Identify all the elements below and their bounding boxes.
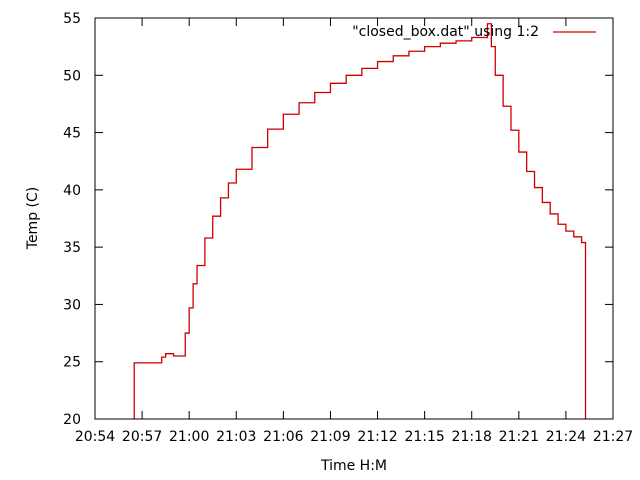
y-tick-label: 50 bbox=[63, 68, 81, 84]
x-tick-label: 20:57 bbox=[122, 429, 162, 445]
y-axis-label: Temp (C) bbox=[25, 187, 41, 250]
x-tick-label: 21:09 bbox=[310, 429, 350, 445]
x-axis-label: Time H:M bbox=[320, 458, 387, 474]
y-tick-label: 20 bbox=[63, 412, 81, 428]
x-tick-label: 21:18 bbox=[452, 429, 492, 445]
x-tick-label: 21:06 bbox=[263, 429, 303, 445]
ticks bbox=[94, 17, 614, 420]
x-tick-label: 21:21 bbox=[499, 429, 539, 445]
x-tick-label: 20:54 bbox=[75, 429, 115, 445]
x-tick-labels: 20:54 20:57 21:00 21:03 21:06 21:09 21:12 21:15… bbox=[75, 429, 633, 445]
y-tick-label: 35 bbox=[63, 240, 81, 256]
x-tick-label: 21:12 bbox=[357, 429, 397, 445]
legend: "closed_box.dat" using 1:2 bbox=[352, 24, 596, 40]
y-tick-label: 40 bbox=[63, 183, 81, 199]
x-tick-label: 21:24 bbox=[546, 429, 586, 445]
y-tick-label: 45 bbox=[63, 126, 81, 142]
x-tick-label: 21:00 bbox=[169, 429, 209, 445]
y-tick-labels: 20 25 30 35 40 45 50 55 bbox=[63, 11, 81, 428]
series-line-closed-box bbox=[133, 23, 587, 419]
legend-label: "closed_box.dat" using 1:2 bbox=[352, 24, 539, 40]
y-tick-label: 55 bbox=[63, 11, 81, 27]
plot-frame bbox=[94, 17, 614, 420]
y-tick-label: 25 bbox=[63, 355, 81, 371]
x-tick-label: 21:27 bbox=[593, 429, 633, 445]
y-tick-label: 30 bbox=[63, 297, 81, 313]
x-tick-label: 21:15 bbox=[404, 429, 444, 445]
x-tick-label: 21:03 bbox=[216, 429, 256, 445]
